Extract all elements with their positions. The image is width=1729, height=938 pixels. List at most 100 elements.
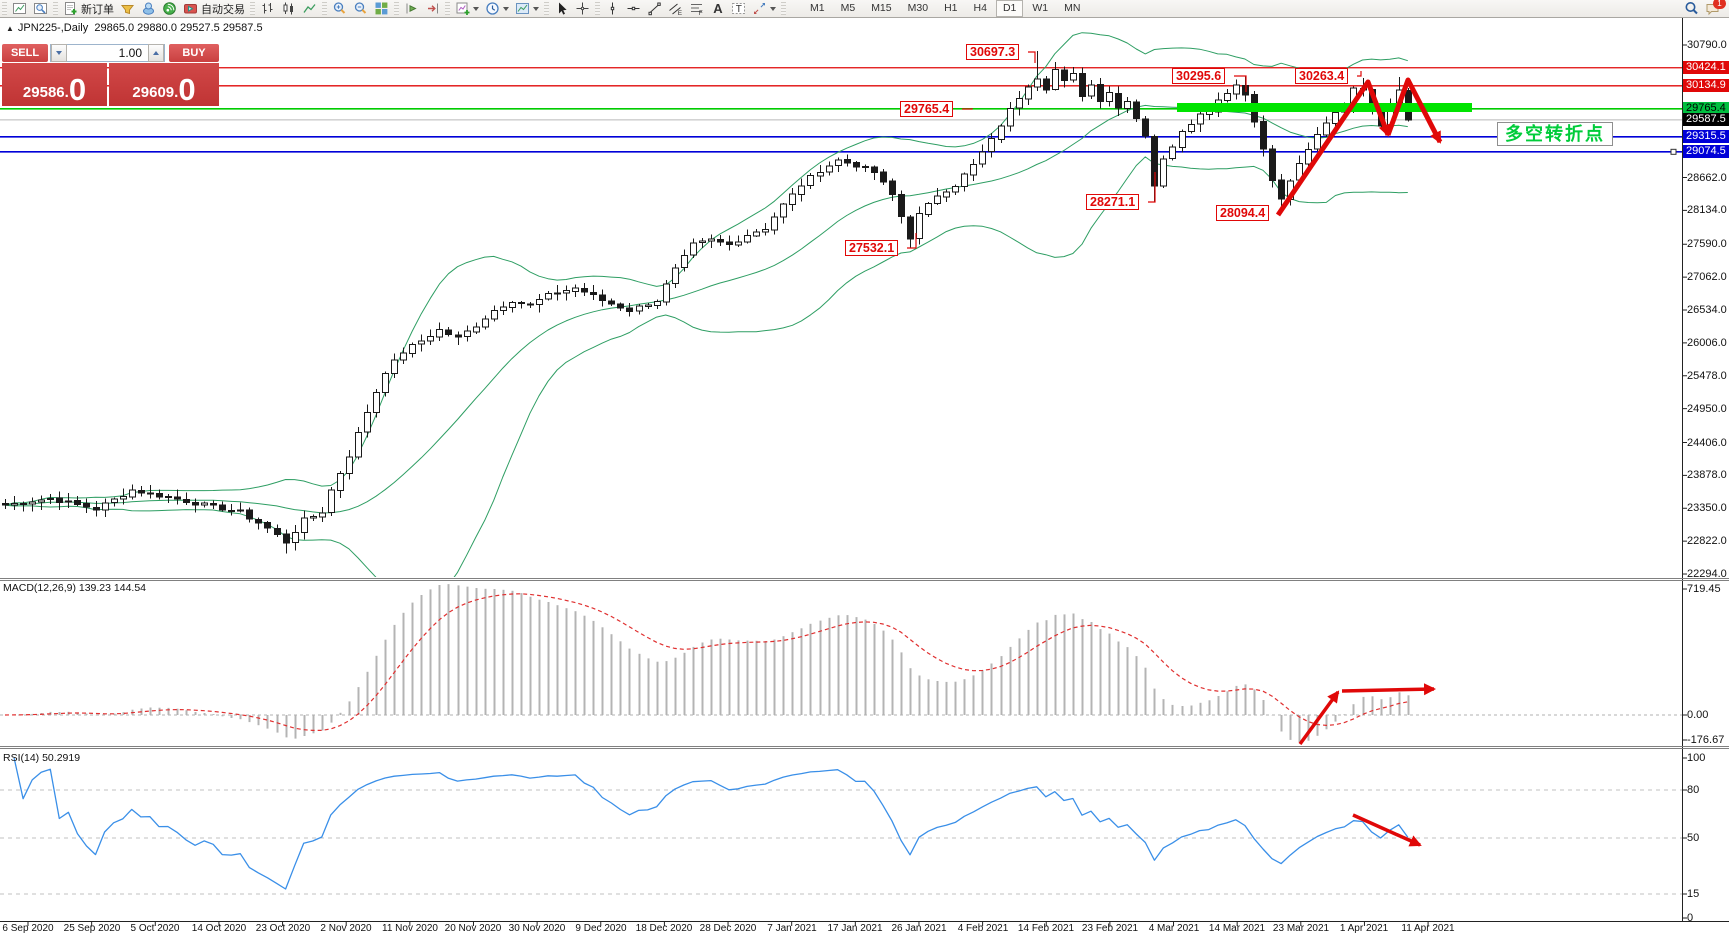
templates-button[interactable] xyxy=(512,0,542,18)
price-callout[interactable]: 27532.1 xyxy=(845,240,899,256)
price-axis-tick: 22294.0 xyxy=(1687,568,1727,580)
chart-window[interactable]: ▲ JPN225-,Daily 29865.0 29880.0 29527.5 2… xyxy=(0,17,1729,938)
chart-autoscroll-icon xyxy=(428,3,438,14)
buy-price-main: 29609 xyxy=(132,84,175,101)
horizontal-line-button[interactable] xyxy=(623,0,644,18)
crosshair-button[interactable] xyxy=(572,0,593,18)
arrows-button[interactable] xyxy=(749,0,779,18)
price-callout[interactable]: 28094.4 xyxy=(1216,205,1270,221)
volume-value[interactable]: 1.00 xyxy=(118,46,142,60)
date-axis-label: 7 Jan 2021 xyxy=(767,923,817,934)
notifications-button[interactable]: 1 xyxy=(1702,0,1726,18)
timeframe-w1-button[interactable]: W1 xyxy=(1032,2,1049,14)
timeframe-mn-button[interactable]: MN xyxy=(1064,2,1081,14)
buy-button[interactable]: BUY xyxy=(169,44,219,62)
equidistant-channel-button[interactable]: E xyxy=(665,0,686,18)
price-callout[interactable]: 29765.4 xyxy=(900,101,954,117)
chevron-down-icon xyxy=(473,6,479,11)
price-callout[interactable]: 30697.3 xyxy=(966,44,1020,60)
metaeditor-button[interactable] xyxy=(117,0,138,18)
volume-increase-button[interactable] xyxy=(148,44,164,62)
timeframe-m1-button[interactable]: M1 xyxy=(810,2,825,14)
price-axis-tick: 28662.0 xyxy=(1687,172,1727,184)
vertical-line-button[interactable] xyxy=(602,0,623,18)
date-axis-label: 18 Dec 2020 xyxy=(635,923,693,934)
text-label-button[interactable]: T xyxy=(728,0,749,18)
autotrading-button[interactable]: 自动交易 xyxy=(180,0,248,18)
periods-button[interactable] xyxy=(482,0,512,18)
price-level-badge: 30424.1 xyxy=(1683,61,1729,74)
signals-button[interactable] xyxy=(159,0,180,18)
date-axis-label: 11 Nov 2020 xyxy=(382,923,438,934)
price-level-badge: 29765.4 xyxy=(1683,102,1729,115)
search-button[interactable] xyxy=(1681,0,1702,18)
new-chart-button[interactable] xyxy=(9,0,30,18)
date-axis-label: 14 Oct 2020 xyxy=(191,923,247,934)
price-axis-tick: 27590.0 xyxy=(1687,238,1727,250)
timeframe-m5-button[interactable]: M5 xyxy=(840,2,856,14)
text-button[interactable]: A xyxy=(707,0,728,18)
toolbar-grip xyxy=(322,2,327,15)
price-callout[interactable]: 30263.4 xyxy=(1295,68,1349,84)
svg-text:F: F xyxy=(699,10,703,16)
candle-chart-icon xyxy=(283,2,293,15)
sell-price-big-digit: 0 xyxy=(68,72,87,107)
rsi-axis-tick: 0 xyxy=(1687,912,1694,924)
chart-shift-button[interactable] xyxy=(401,0,422,18)
market-button[interactable] xyxy=(138,0,159,18)
timeframe-m30-button[interactable]: M30 xyxy=(907,2,929,14)
tile-windows-button[interactable] xyxy=(371,0,392,18)
date-axis-label: 28 Dec 2020 xyxy=(699,923,757,934)
price-callout[interactable]: 28271.1 xyxy=(1086,194,1140,210)
cursor-button[interactable] xyxy=(551,0,572,18)
chart-autoscroll-button[interactable] xyxy=(422,0,443,18)
date-axis-label: 25 Sep 2020 xyxy=(63,923,121,934)
price-level-badge: 29315.5 xyxy=(1683,130,1729,143)
indicators-button[interactable] xyxy=(452,0,482,18)
toolbar-grip xyxy=(445,2,450,15)
date-axis-label: 5 Oct 2020 xyxy=(130,923,180,934)
zoom-out-button[interactable] xyxy=(350,0,371,18)
line-chart-icon xyxy=(303,4,316,13)
sell-price-button[interactable]: 29586. 0 xyxy=(2,63,107,106)
buy-price-button[interactable]: 29609. 0 xyxy=(109,63,219,106)
sell-button[interactable]: SELL xyxy=(2,44,48,62)
toolbar-grip xyxy=(544,2,549,15)
fibonacci-button[interactable]: F xyxy=(686,0,707,18)
equidistant-channel-icon: E xyxy=(669,3,683,16)
profiles-button[interactable] xyxy=(30,0,51,18)
text-annotation[interactable]: 多空转折点 xyxy=(1497,122,1613,146)
toolbar-grip xyxy=(2,2,7,15)
date-axis-label: 2 Nov 2020 xyxy=(320,923,372,934)
line-chart-button[interactable] xyxy=(299,0,320,18)
vertical-line-icon xyxy=(610,2,615,15)
toolbar-grip xyxy=(394,2,399,15)
support-zone-rectangle[interactable] xyxy=(1177,103,1472,112)
indicators-icon xyxy=(456,2,470,15)
candle-chart-button[interactable] xyxy=(278,0,299,18)
timeframe-m15-button[interactable]: M15 xyxy=(871,2,892,14)
horizontal-line-icon xyxy=(627,6,640,11)
line-handle[interactable] xyxy=(1670,148,1677,155)
rsi-axis-tick: 15 xyxy=(1687,888,1700,900)
price-axis-tick: 25478.0 xyxy=(1687,370,1727,382)
timeframe-h4-button[interactable]: H4 xyxy=(973,2,987,14)
new-order-label: 新订单 xyxy=(81,3,114,16)
date-axis-label: 20 Nov 2020 xyxy=(444,923,502,934)
new-order-button[interactable]: 新订单 xyxy=(60,0,117,18)
date-axis-label: 9 Dec 2020 xyxy=(575,923,627,934)
timeframe-d1-button[interactable]: D1 xyxy=(995,0,1024,17)
toolbar-grip xyxy=(595,2,600,15)
crosshair-icon xyxy=(576,2,589,15)
date-axis-label: 4 Feb 2021 xyxy=(957,923,1009,934)
zoom-in-button[interactable] xyxy=(329,0,350,18)
volume-spinner[interactable]: 1.00 xyxy=(50,44,165,62)
timeframe-h1-button[interactable]: H1 xyxy=(944,2,958,14)
one-click-trading-panel[interactable]: SELL 1.00 BUY 29586. 0 29609. 0 xyxy=(2,44,219,106)
price-callout[interactable]: 30295.6 xyxy=(1172,68,1226,84)
volume-decrease-button[interactable] xyxy=(51,44,67,62)
trend-line-button[interactable] xyxy=(644,0,665,18)
autotrading-label: 自动交易 xyxy=(201,3,245,16)
bar-chart-button[interactable] xyxy=(257,0,278,18)
